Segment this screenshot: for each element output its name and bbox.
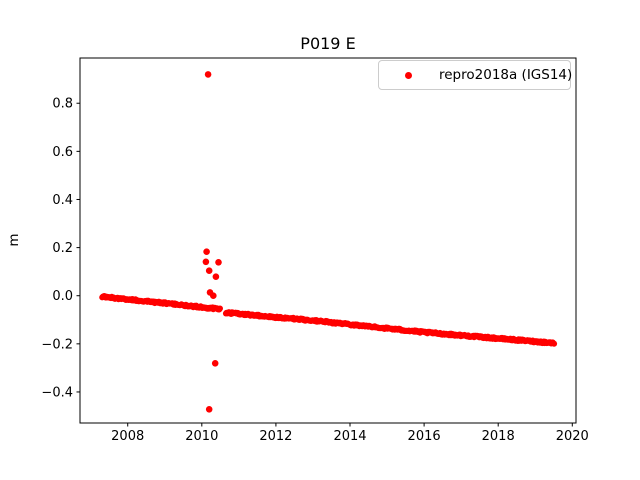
x-tick-label: 2010	[185, 429, 218, 444]
y-tick-label: −0.2	[41, 337, 73, 352]
x-tick-label: 2008	[111, 429, 144, 444]
y-tick-label: 0.4	[52, 193, 73, 208]
data-point	[217, 305, 223, 312]
outlier-point	[212, 273, 220, 281]
axes-frame	[79, 57, 577, 424]
y-tick-label: −0.4	[41, 385, 73, 400]
x-tick-label: 2012	[259, 429, 292, 444]
x-tick-label: 2018	[482, 429, 515, 444]
outlier-point	[202, 258, 210, 266]
data-point	[551, 340, 558, 347]
y-tick-label: 0.2	[52, 241, 73, 256]
y-tick-label: 0.0	[52, 289, 73, 304]
outlier-point	[211, 360, 219, 367]
plot-title: P019 E	[300, 34, 356, 53]
y-tick-label: 0.8	[52, 97, 73, 112]
outlier-point	[205, 267, 213, 275]
outlier-point	[210, 292, 217, 300]
legend-dot-icon	[405, 71, 412, 79]
y-axis-label: m	[6, 233, 22, 247]
x-tick-label: 2020	[556, 429, 589, 444]
outlier-point	[204, 71, 212, 78]
legend-label: repro2018a (IGS14)	[439, 67, 573, 83]
x-tick-label: 2016	[408, 429, 441, 444]
outlier-point	[215, 259, 222, 266]
y-tick-label: 0.6	[52, 145, 73, 160]
outlier-point	[203, 248, 210, 255]
outlier-point	[205, 406, 213, 413]
x-tick-label: 2014	[333, 429, 366, 444]
legend: repro2018a (IGS14)	[378, 60, 573, 90]
